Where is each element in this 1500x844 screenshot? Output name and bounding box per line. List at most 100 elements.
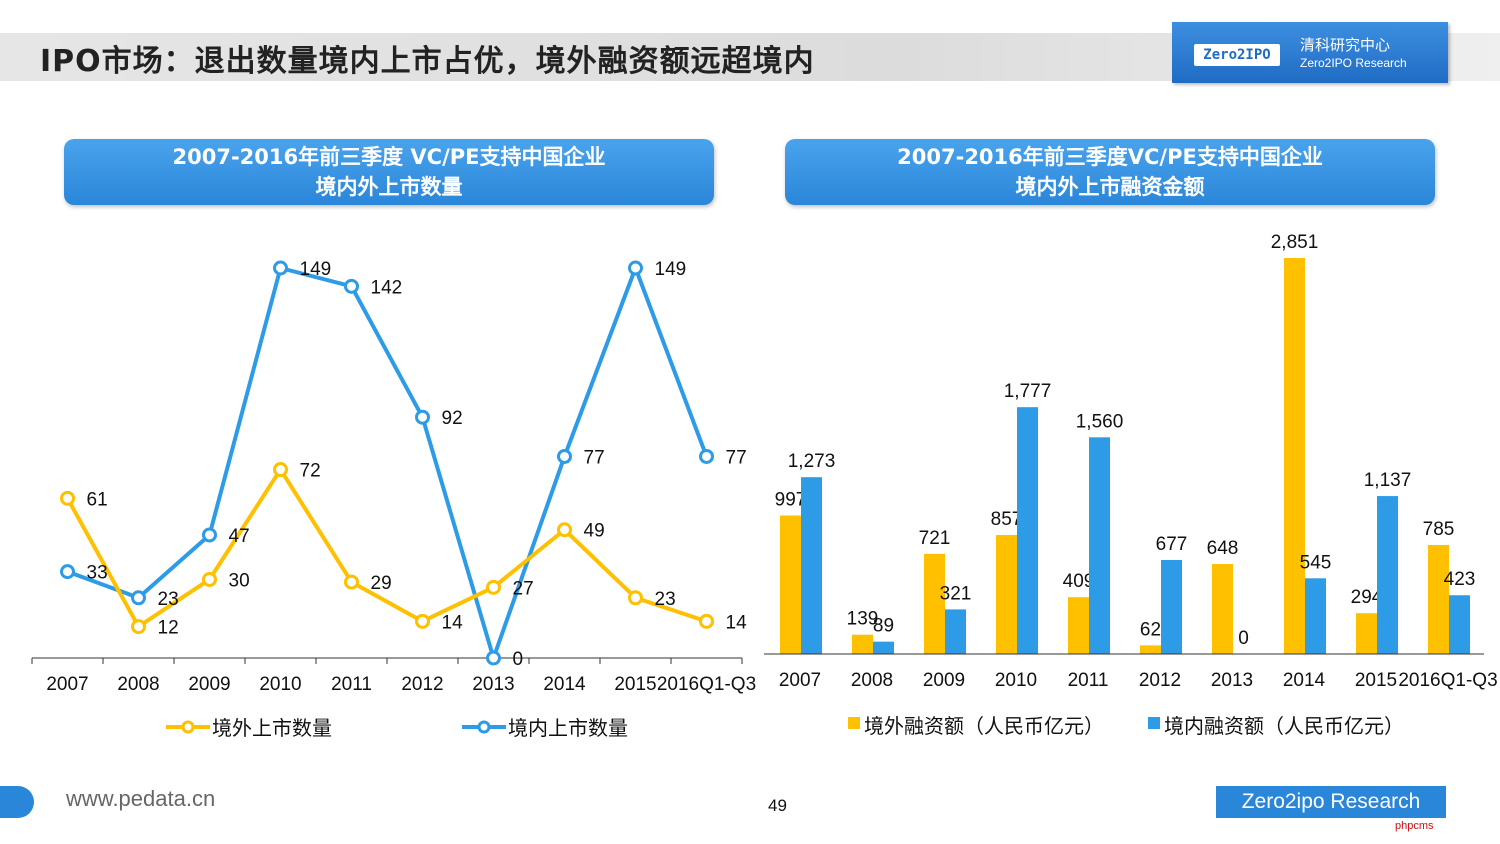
data-point-domestic <box>131 590 146 606</box>
x-tick-label: 2010 <box>995 670 1037 691</box>
data-label-overseas: 14 <box>442 612 464 633</box>
data-point-overseas <box>273 462 288 478</box>
data-point-overseas <box>628 590 643 606</box>
data-point-overseas <box>344 574 359 590</box>
bar-domestic <box>1305 578 1326 654</box>
data-label-domestic: 92 <box>442 408 463 429</box>
bar-domestic <box>1449 595 1470 654</box>
data-point-overseas <box>131 619 146 635</box>
x-tick-label: 2012 <box>401 674 443 695</box>
legend-swatch <box>1148 717 1160 729</box>
x-tick-label: 2011 <box>1068 670 1109 691</box>
data-point-domestic <box>699 448 714 464</box>
x-tick-label: 2008 <box>851 670 893 691</box>
bar-overseas <box>1284 258 1305 654</box>
data-label-domestic: 142 <box>371 277 403 298</box>
x-tick-label: 2015 <box>1355 670 1397 691</box>
slide-title: IPO市场：退出数量境内上市占优，境外融资额远超境内 <box>40 44 815 79</box>
bar-overseas <box>1428 544 1449 654</box>
bar-domestic <box>1377 496 1398 654</box>
legend-label: 境内融资额（人民币亿元） <box>1164 715 1404 738</box>
data-label-overseas: 23 <box>655 589 676 610</box>
bar-value-label-domestic: 1,137 <box>1364 470 1412 491</box>
bar-value-label-overseas: 409 <box>1063 571 1095 592</box>
data-point-overseas <box>415 613 430 629</box>
legend-swatch <box>848 717 860 729</box>
bar-value-label-domestic: 1,273 <box>788 451 836 472</box>
data-point-overseas <box>60 490 75 506</box>
bar-value-label-overseas: 857 <box>991 509 1023 530</box>
x-tick-label: 2009 <box>923 670 965 691</box>
x-tick-label: 2007 <box>46 674 88 695</box>
footer-url: www.pedata.cn <box>66 786 216 811</box>
zero2ipo-logo: Zero2IPO 清科研究中心 Zero2IPO Research <box>1172 22 1448 83</box>
data-label-domestic: 33 <box>87 563 108 584</box>
chart-header-line2: 境内外上市数量 <box>315 175 463 199</box>
bar-value-label-overseas: 997 <box>775 490 807 511</box>
chart-header-line1: 2007-2016年前三季度VC/PE支持中国企业 <box>897 145 1323 169</box>
bar-value-label-domestic: 89 <box>873 616 894 637</box>
bar-value-label-overseas: 721 <box>919 528 951 549</box>
bar-overseas <box>1212 563 1233 654</box>
bar-overseas <box>996 534 1017 654</box>
data-label-overseas: 29 <box>371 573 392 594</box>
data-label-overseas: 27 <box>513 578 534 599</box>
bar-domestic <box>1161 559 1182 654</box>
chart-header-line1: 2007-2016年前三季度 VC/PE支持中国企业 <box>172 145 606 169</box>
watermark: phpcms <box>1395 820 1434 832</box>
data-point-overseas <box>202 571 217 587</box>
x-tick-label: 2008 <box>117 674 159 695</box>
x-tick-label: 2015 <box>614 674 656 695</box>
bar-value-label-domestic: 0 <box>1238 628 1249 649</box>
bar-value-label-domestic: 677 <box>1156 534 1188 555</box>
bar-overseas <box>1356 613 1377 654</box>
bar-overseas <box>852 634 873 654</box>
legend-label: 境内上市数量 <box>508 717 628 740</box>
bar-domestic <box>873 641 894 654</box>
bar-domestic <box>1017 407 1038 654</box>
bar-value-label-domestic: 321 <box>940 583 972 604</box>
chart-header-ipo-amount: 2007-2016年前三季度VC/PE支持中国企业 境内外上市融资金额 <box>785 139 1435 205</box>
data-label-overseas: 14 <box>726 612 748 633</box>
data-label-overseas: 49 <box>584 521 605 542</box>
footer-brand: Zero2ipo Research <box>1216 786 1446 818</box>
bar-overseas <box>1140 645 1161 654</box>
data-point-overseas <box>486 579 501 595</box>
x-tick-label: 2010 <box>259 674 301 695</box>
data-label-domestic: 149 <box>300 259 332 280</box>
bar-value-label-domestic: 1,777 <box>1004 381 1052 402</box>
chart-header-line2: 境内外上市融资金额 <box>1015 175 1205 199</box>
x-tick-label: 2014 <box>1283 670 1326 691</box>
data-label-domestic: 23 <box>158 589 179 610</box>
chart-header-ipo-count: 2007-2016年前三季度 VC/PE支持中国企业 境内外上市数量 <box>64 139 714 205</box>
bar-value-label-overseas: 785 <box>1423 519 1455 540</box>
data-point-domestic <box>344 278 359 294</box>
logo-badge: Zero2IPO <box>1194 44 1280 66</box>
data-label-domestic: 77 <box>584 447 605 468</box>
data-label-overseas: 30 <box>229 570 250 591</box>
bar-value-label-overseas: 139 <box>847 609 879 630</box>
series-line-domestic <box>66 266 709 660</box>
data-point-domestic <box>202 527 217 543</box>
data-point-domestic <box>486 650 501 666</box>
legend-swatch-marker <box>181 720 195 734</box>
bar-domestic <box>945 609 966 654</box>
data-label-overseas: 61 <box>87 489 108 510</box>
data-label-domestic: 47 <box>229 526 250 547</box>
bar-value-label-domestic: 1,560 <box>1076 411 1124 432</box>
bar-value-label-overseas: 2,851 <box>1271 232 1319 253</box>
logo-name-cn: 清科研究中心 <box>1300 36 1391 54</box>
line-chart-ipo-count: 2007 2008 2009 2010 2011 2012 2013 2014 2015 2016… <box>31 259 756 740</box>
x-tick-label: 2013 <box>472 674 514 695</box>
data-point-domestic <box>273 260 288 276</box>
footer-accent-shape <box>0 786 34 818</box>
legend-label: 境外上市数量 <box>212 717 332 740</box>
data-point-domestic <box>60 564 75 580</box>
data-point-domestic <box>557 448 572 464</box>
x-tick-label: 2009 <box>188 674 230 695</box>
bar-value-label-overseas: 294 <box>1351 587 1383 608</box>
page-number: 49 <box>768 796 787 815</box>
bar-value-label-domestic: 545 <box>1300 552 1332 573</box>
bar-overseas <box>1068 597 1089 654</box>
data-label-overseas: 72 <box>300 461 321 482</box>
